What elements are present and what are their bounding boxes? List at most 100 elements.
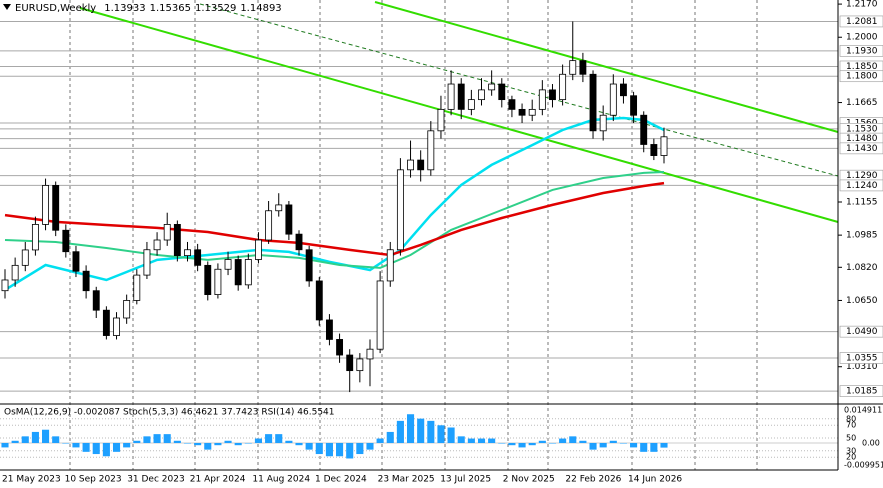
- osma-bar: [366, 442, 374, 450]
- candle-body: [336, 339, 344, 356]
- osma-bar: [305, 442, 313, 450]
- level-label: 1.1930: [846, 46, 878, 56]
- candle-body: [356, 358, 364, 372]
- trend-lines: [79, 1, 839, 223]
- candle-body: [244, 259, 252, 286]
- stoch-level-label: 70: [846, 421, 856, 430]
- osma-bar: [619, 442, 627, 444]
- candle-body: [163, 224, 171, 241]
- level-label: 1.1290: [846, 171, 878, 181]
- x-tick-label: 21 Apr 2024: [190, 475, 246, 485]
- candle-body: [275, 204, 283, 212]
- osma-bar: [376, 438, 384, 443]
- candle-body: [133, 274, 141, 301]
- osma-bar: [92, 442, 100, 455]
- osma-bar: [234, 442, 242, 446]
- candle-body: [528, 108, 536, 116]
- low: 1.13529: [195, 3, 236, 14]
- osma-bar: [11, 440, 19, 443]
- candle-body: [579, 60, 587, 75]
- menu-arrow[interactable]: [3, 4, 11, 10]
- osma-bar: [133, 440, 141, 443]
- candle-body: [153, 239, 161, 251]
- osma-bar: [102, 442, 110, 457]
- candle-body: [640, 114, 648, 145]
- candle-body: [234, 259, 242, 286]
- level-label-box: [839, 325, 883, 338]
- osma-bar: [599, 442, 607, 448]
- time-grid: [69, 0, 758, 470]
- stoch-level-label: 20: [846, 453, 856, 462]
- candle-body: [427, 130, 435, 171]
- open: 1.13933: [104, 3, 145, 14]
- level-label-box: [839, 179, 883, 192]
- x-tick-label: 10 Sep 2023: [65, 475, 122, 485]
- osma-bar: [650, 442, 658, 452]
- candle-body: [457, 83, 465, 110]
- candle-body: [366, 348, 374, 360]
- osma-bar: [336, 442, 344, 457]
- candle-body: [396, 169, 404, 251]
- candle-body: [42, 185, 49, 225]
- candle-body: [376, 280, 384, 350]
- candle-body: [630, 95, 638, 116]
- osma-bar: [477, 438, 486, 443]
- osma-bar: [427, 420, 435, 443]
- level-label: 1.1530: [846, 124, 878, 134]
- close: 1.14893: [240, 3, 281, 14]
- osma-bar: [396, 420, 404, 443]
- level-label-box: [839, 70, 883, 83]
- candle-body: [204, 264, 212, 295]
- moving-average: [4, 171, 665, 269]
- candle-body: [113, 317, 120, 336]
- osma-bar: [285, 440, 293, 443]
- osma-bar: [447, 427, 455, 443]
- osma-bar: [579, 440, 587, 443]
- candle-body: [173, 224, 181, 257]
- osma-bar: [346, 442, 354, 459]
- y-tick-label: 1.0650: [846, 296, 878, 306]
- candle-body: [467, 99, 475, 110]
- osma-bar: [31, 431, 39, 443]
- y-tick-label: 1.0310: [846, 362, 878, 372]
- candle-body: [589, 73, 597, 132]
- x-tick-label: 31 Dec 2023: [127, 475, 185, 485]
- candle-body: [123, 300, 131, 319]
- osma-bar: [52, 436, 60, 443]
- level-label: 1.1800: [846, 72, 878, 82]
- osma-bar: [640, 442, 648, 452]
- osma-bar: [559, 438, 567, 443]
- levels: [0, 20, 838, 392]
- level-label-box: [839, 15, 883, 28]
- osma-bar: [204, 442, 212, 450]
- candle-body: [549, 89, 556, 101]
- level-label: 1.1240: [846, 181, 878, 191]
- osma-bar: [42, 429, 50, 443]
- osma-bar: [589, 442, 597, 450]
- osma-bar: [295, 442, 303, 446]
- osma-bar: [548, 442, 557, 444]
- candle-body: [609, 83, 617, 116]
- candle-body: [224, 259, 232, 270]
- osma-bar: [528, 442, 536, 446]
- y-tick-label: 1.1155: [846, 197, 878, 207]
- osma-bar: [1, 442, 9, 448]
- candle-body: [214, 268, 222, 295]
- osma-bar: [72, 442, 80, 448]
- candle-body: [52, 185, 60, 231]
- candle-body: [255, 239, 262, 260]
- candle-body: [386, 249, 394, 282]
- osma-bar: [457, 436, 465, 443]
- candle-body: [650, 144, 658, 156]
- osma-bar: [82, 442, 90, 452]
- osma-bar: [254, 438, 263, 443]
- osma-bar: [569, 436, 577, 443]
- candle-body: [660, 136, 668, 156]
- level-label: 1.1430: [846, 144, 878, 154]
- candle-body: [31, 224, 39, 251]
- level-label: 1.0185: [846, 387, 878, 397]
- osma-bar: [417, 418, 425, 443]
- osma-bar: [488, 438, 496, 443]
- osma-bar: [406, 414, 415, 443]
